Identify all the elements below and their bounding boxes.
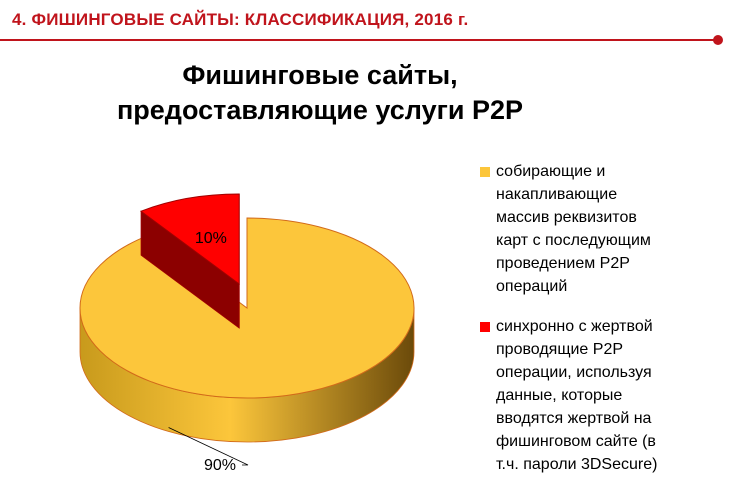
leader-line-collecting [168, 427, 249, 466]
legend-item-synchronous: синхронно с жертвой проводящие P2P опера… [478, 315, 728, 476]
legend-label-collecting: собирающие и накапливающие массив реквиз… [496, 163, 651, 295]
chart-title: Фишинговые сайты, предоставляющие услуги… [80, 58, 560, 128]
pie-slice-collecting [79, 217, 415, 399]
header-rule [0, 39, 718, 41]
header-dot [713, 35, 723, 45]
data-label-collecting: 90% [204, 457, 236, 474]
legend-swatch-collecting [480, 167, 490, 177]
legend-label-synchronous: синхронно с жертвой проводящие P2P опера… [496, 318, 658, 473]
chart-title-line-2: предоставляющие услуги P2P [116, 95, 523, 125]
data-label-synchronous: 10% [195, 230, 227, 247]
legend-item-collecting: собирающие и накапливающие массив реквиз… [478, 160, 728, 298]
chart-legend: собирающие и накапливающие массив реквиз… [478, 160, 728, 476]
chart-title-line-1: Фишинговые сайты, [182, 60, 458, 90]
legend-swatch-synchronous [480, 322, 490, 332]
pie-slice-synchronous [140, 193, 240, 286]
slide-header: 4. ФИШИНГОВЫЕ САЙТЫ: КЛАССИФИКАЦИЯ, 2016… [12, 10, 469, 29]
